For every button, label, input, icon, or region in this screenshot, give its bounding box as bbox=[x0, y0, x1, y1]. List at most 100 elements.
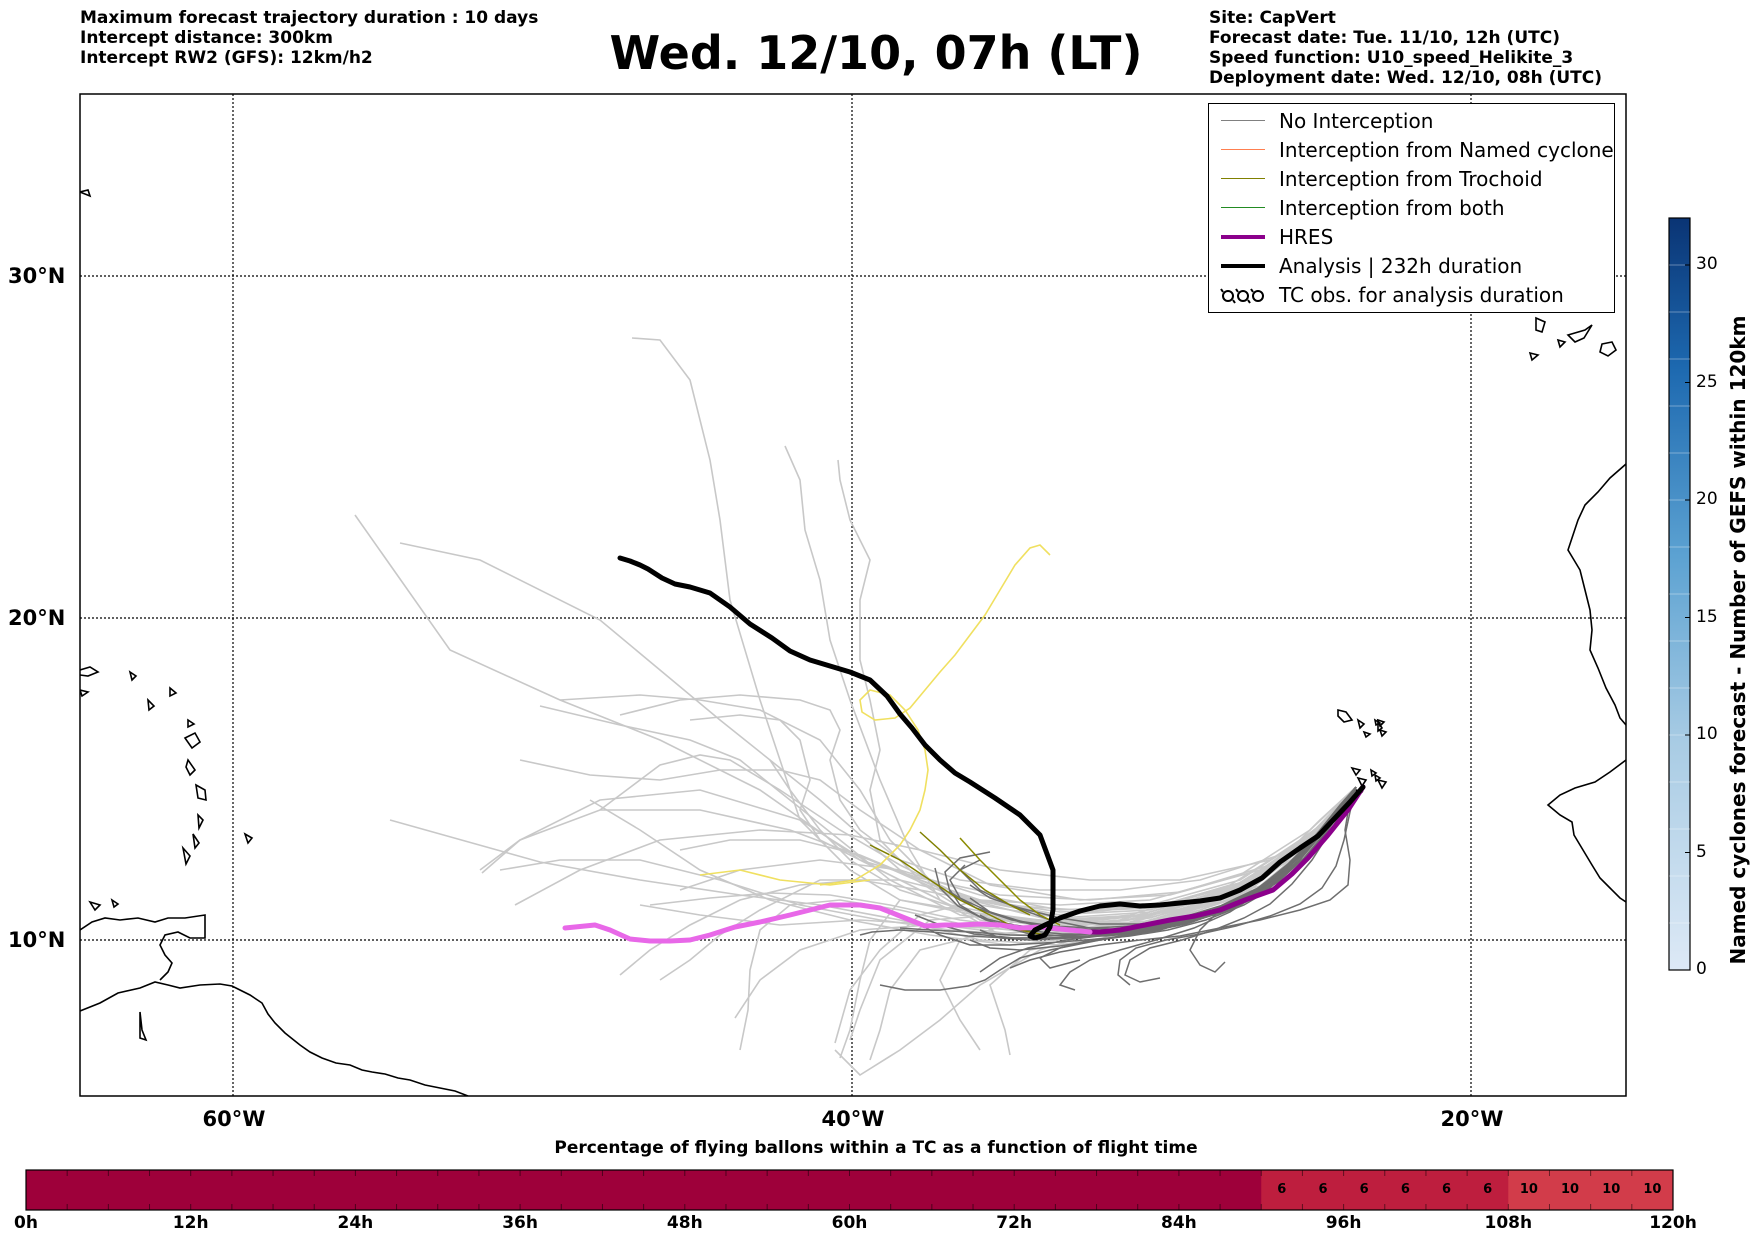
percentage-cell bbox=[314, 1170, 356, 1210]
percentage-bar-time-label: 36h bbox=[502, 1213, 538, 1233]
colorbar-tick-marks bbox=[1685, 264, 1690, 971]
percentage-bar-time-label: 96h bbox=[1325, 1213, 1362, 1233]
header-left-line-2: Intercept distance: 300km bbox=[80, 28, 333, 48]
percentage-cell-value: 10 bbox=[1561, 1182, 1580, 1197]
percentage-cell bbox=[437, 1170, 480, 1210]
legend-label-both: Interception from both bbox=[1279, 196, 1505, 220]
percentage-cell-value: 6 bbox=[1318, 1182, 1328, 1197]
colorbar-band-lines bbox=[1669, 264, 1690, 924]
percentage-bar-time-label: 12h bbox=[172, 1213, 209, 1233]
percentage-cell bbox=[67, 1170, 109, 1210]
percentage-cell bbox=[1549, 1170, 1592, 1210]
percentage-bar-time-label: 0h bbox=[14, 1213, 38, 1233]
percentage-cell-value: 10 bbox=[1519, 1182, 1538, 1197]
legend-item-no-interception: No Interception bbox=[1215, 108, 1610, 134]
percentage-bar-time-label: 60h bbox=[831, 1213, 868, 1233]
percentage-cell bbox=[1055, 1170, 1098, 1210]
header-left-line-3: Intercept RW2 (GFS): 12km/h2 bbox=[80, 48, 373, 68]
legend-swatch-hres bbox=[1221, 235, 1265, 239]
percentage-cell bbox=[808, 1170, 850, 1210]
percentage-bar-time-label: 84h bbox=[1161, 1213, 1197, 1233]
percentage-cell bbox=[520, 1170, 562, 1210]
hres-trajectory bbox=[1087, 784, 1366, 935]
header-right-line-1: Site: CapVert bbox=[1209, 8, 1336, 28]
percentage-cell-value: 10 bbox=[1643, 1182, 1662, 1197]
ensemble-yellow bbox=[699, 544, 1051, 886]
legend-swatch-no-interception bbox=[1221, 120, 1265, 121]
percentage-bar-time-label: 24h bbox=[337, 1213, 374, 1233]
legend-swatch-named-cyclone bbox=[1221, 149, 1265, 150]
header-right-line-4: Deployment date: Wed. 12/10, 08h (UTC) bbox=[1209, 68, 1603, 88]
percentage-cell bbox=[1178, 1170, 1221, 1210]
legend-label-named-cyclone: Interception from Named cyclone bbox=[1279, 138, 1614, 162]
colorbar-tick-label: 5 bbox=[1696, 841, 1707, 862]
percentage-cell bbox=[1137, 1170, 1180, 1210]
legend-swatch-both bbox=[1221, 207, 1265, 208]
legend-label-tc-obs: TC obs. for analysis duration bbox=[1279, 283, 1564, 307]
percentage-cell bbox=[1096, 1170, 1139, 1210]
percentage-cell bbox=[561, 1170, 603, 1210]
percentage-cell bbox=[890, 1170, 933, 1210]
header-right-line-3: Speed function: U10_speed_Helikite_3 bbox=[1209, 48, 1574, 68]
colorbar-tick-label: 25 bbox=[1696, 371, 1718, 392]
percentage-cell bbox=[643, 1170, 686, 1210]
legend-label-trochoid: Interception from Trochoid bbox=[1279, 167, 1543, 191]
percentage-cell-value: 6 bbox=[1483, 1182, 1493, 1197]
percentage-cell-value: 6 bbox=[1442, 1182, 1452, 1197]
percentage-bar-title: Percentage of flying ballons within a TC… bbox=[554, 1138, 1198, 1158]
percentage-cell bbox=[1343, 1170, 1386, 1210]
percentage-cell-value: 6 bbox=[1400, 1182, 1410, 1197]
legend-item-both: Interception from both bbox=[1215, 195, 1610, 221]
header-right-line-2: Forecast date: Tue. 11/10, 12h (UTC) bbox=[1209, 28, 1560, 48]
percentage-cell bbox=[1467, 1170, 1509, 1210]
percentage-cell bbox=[1014, 1170, 1056, 1210]
lat-label-20n: 20°N bbox=[8, 606, 66, 630]
percentage-bar-time-label: 72h bbox=[996, 1213, 1033, 1233]
percentage-bar-time-label: 120h bbox=[1649, 1213, 1697, 1233]
percentage-cell bbox=[725, 1170, 768, 1210]
legend-item-tc-obs: TC obs. for analysis duration bbox=[1215, 282, 1610, 308]
percentage-cell-value: 6 bbox=[1277, 1182, 1287, 1197]
coastlines bbox=[80, 189, 1626, 1096]
percentage-cell-value: 6 bbox=[1359, 1182, 1369, 1197]
percentage-cell bbox=[1261, 1170, 1303, 1210]
percentage-cell bbox=[1425, 1170, 1468, 1210]
legend-item-hres: HRES bbox=[1215, 224, 1610, 250]
percentage-cell bbox=[973, 1170, 1015, 1210]
header-left-line-1: Maximum forecast trajectory duration : 1… bbox=[80, 8, 539, 28]
legend-label-hres: HRES bbox=[1279, 225, 1334, 249]
map-frame bbox=[79, 93, 1627, 1097]
header-left: Maximum forecast trajectory duration : 1… bbox=[80, 8, 538, 68]
legend-label-analysis: Analysis | 232h duration bbox=[1279, 254, 1523, 278]
percentage-cell bbox=[1384, 1170, 1427, 1210]
colorbar-tick-label: 30 bbox=[1696, 254, 1718, 274]
legend-item-named-cyclone: Interception from Named cyclone bbox=[1215, 137, 1614, 163]
lon-label-20w: 20°W bbox=[1440, 1107, 1504, 1131]
colorbar-title: Named cyclones forecast - Number of GEFS… bbox=[1726, 315, 1750, 965]
percentage-cell bbox=[1508, 1170, 1550, 1210]
percentage-bar-time-label: 108h bbox=[1484, 1213, 1533, 1233]
hres-trajectory-early bbox=[562, 902, 1093, 944]
percentage-cell bbox=[26, 1170, 68, 1210]
percentage-cell bbox=[108, 1170, 151, 1210]
colorbar-tick-label: 10 bbox=[1696, 724, 1718, 744]
percentage-bar bbox=[25, 1169, 1674, 1211]
percentage-bar-time-label: 48h bbox=[666, 1213, 703, 1233]
analysis-trajectory bbox=[617, 555, 1366, 941]
percentage-cell bbox=[190, 1170, 233, 1210]
chart-title: Wed. 12/10, 07h (LT) bbox=[609, 26, 1143, 80]
percentage-cell bbox=[849, 1170, 892, 1210]
percentage-cell bbox=[396, 1170, 439, 1210]
colorbar-tick-label: 20 bbox=[1696, 489, 1718, 509]
percentage-cell bbox=[684, 1170, 727, 1210]
lon-label-40w: 40°W bbox=[821, 1107, 885, 1131]
legend-swatch-analysis bbox=[1221, 264, 1265, 268]
colorbar bbox=[1668, 217, 1691, 971]
percentage-cell bbox=[767, 1170, 809, 1210]
colorbar-tick-label: 15 bbox=[1696, 606, 1718, 627]
percentage-cell-value: 10 bbox=[1602, 1182, 1621, 1197]
colorbar-tick-label: 0 bbox=[1696, 959, 1707, 979]
lon-label-60w: 60°W bbox=[202, 1107, 266, 1131]
percentage-cell bbox=[602, 1170, 645, 1210]
